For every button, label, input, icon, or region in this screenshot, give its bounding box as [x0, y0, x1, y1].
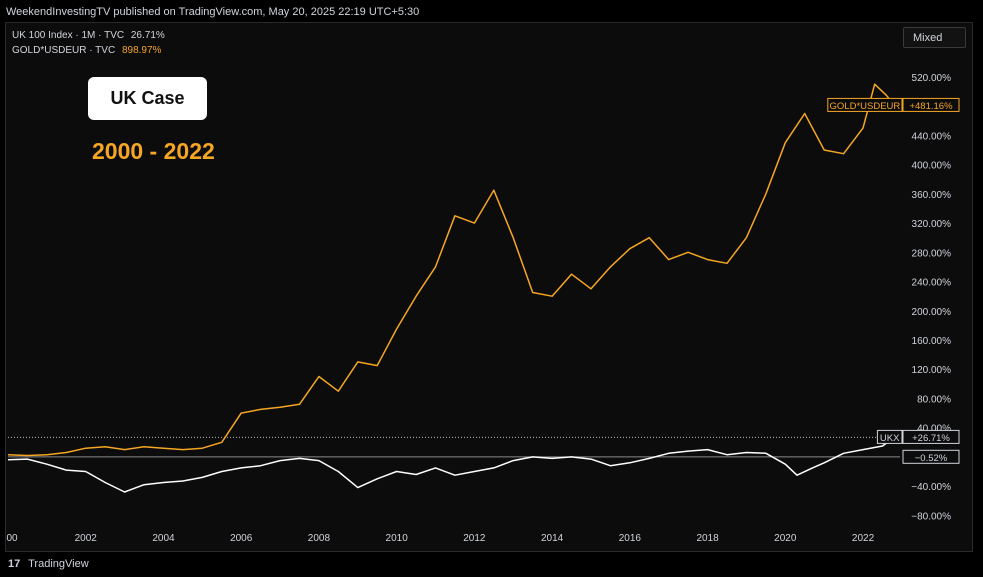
x-tick-label: 2020 — [774, 533, 797, 544]
y-tick-label: −80.00% — [911, 511, 951, 522]
legend-gold[interactable]: GOLD*USDEUR · TVC 898.97% — [12, 45, 161, 56]
price-tag-value: +26.71% — [912, 433, 950, 444]
y-tick-label: 160.00% — [912, 336, 952, 347]
footer-brand[interactable]: 17 TradingView — [8, 558, 89, 570]
x-tick-label: 2014 — [541, 533, 564, 544]
price-tag-name: UKX — [880, 433, 900, 444]
y-tick-label: 400.00% — [912, 161, 952, 172]
x-tick-label: 2010 — [386, 533, 409, 544]
price-tag-name: GOLD*USDEUR — [830, 101, 901, 112]
y-tick-label: 320.00% — [912, 219, 952, 230]
x-tick-label: 00 — [6, 533, 18, 544]
price-tag-value-box — [902, 97, 960, 112]
x-tick-label: 2008 — [308, 533, 331, 544]
y-tick-label: 200.00% — [912, 307, 952, 318]
legend-gold-label: GOLD*USDEUR · TVC — [12, 45, 116, 56]
x-tick-label: 2002 — [75, 533, 98, 544]
footer-brand-name: TradingView — [28, 558, 89, 570]
price-tag-value-box — [902, 449, 960, 464]
series-line-ukx — [7, 436, 895, 493]
price-tag-value: −0.52% — [915, 453, 948, 464]
y-tick-label: 80.00% — [917, 394, 951, 405]
x-tick-label: 2006 — [230, 533, 253, 544]
y-tick-label: 520.00% — [912, 73, 952, 84]
legend-ukx-label: UK 100 Index · 1M · TVC — [12, 30, 125, 41]
price-tag-value: +481.16% — [909, 101, 953, 112]
price-tag-name-box — [827, 97, 903, 112]
x-tick-label: 2012 — [463, 533, 486, 544]
x-tick-label: 2004 — [152, 533, 175, 544]
price-tag-name-box — [876, 429, 903, 444]
publish-header: WeekendInvestingTV published on TradingV… — [6, 6, 420, 18]
legend-gold-value: 898.97% — [121, 45, 162, 56]
x-tick-label: 2016 — [619, 533, 642, 544]
y-tick-label: 240.00% — [912, 278, 952, 289]
y-tick-label: 440.00% — [912, 131, 952, 142]
price-tag-value-box — [902, 429, 960, 444]
legend-ukx[interactable]: UK 100 Index · 1M · TVC 26.71% — [12, 30, 165, 41]
x-tick-label: 2018 — [696, 533, 719, 544]
y-tick-label: 40.00% — [917, 424, 951, 435]
series-line-gold-usdeur — [7, 83, 895, 457]
legend-ukx-value: 26.71% — [130, 30, 165, 41]
y-tick-label: 280.00% — [912, 248, 952, 259]
y-tick-label: 120.00% — [912, 365, 952, 376]
scale-mode-button[interactable]: Mixed — [903, 27, 966, 48]
x-tick-label: 2022 — [852, 533, 875, 544]
period-label: 2000 - 2022 — [92, 138, 215, 164]
case-label-box: UK Case — [88, 77, 207, 120]
y-tick-label: −40.00% — [911, 482, 951, 493]
y-tick-label: 360.00% — [912, 190, 952, 201]
tradingview-logo-icon: 17 — [8, 558, 21, 570]
